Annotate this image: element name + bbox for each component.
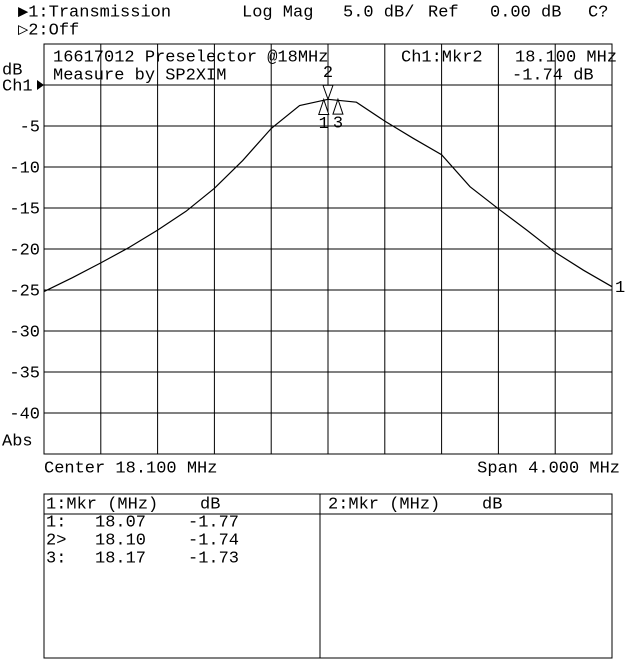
marker-label: 1 [319, 115, 329, 134]
scale-label: 5.0 dB/ [343, 3, 414, 22]
y-tick-label: -25 [9, 282, 40, 301]
center-frequency: Center 18.100 MHz [44, 459, 217, 478]
table-row-label: 1: [46, 513, 66, 532]
table-row-label: 2> [46, 531, 66, 550]
marker-table [43, 493, 613, 659]
chart-subtitle: Measure by SP2XIM [53, 66, 226, 85]
channel2-label: ▷2:Off [18, 21, 79, 40]
y-unit: dB [2, 61, 22, 80]
y-tick-label: -15 [9, 200, 40, 219]
span: Span 4.000 MHz [477, 459, 620, 478]
marker-label: 3 [333, 115, 343, 134]
table-value: -1.74 [188, 531, 239, 550]
ref-label: Ref [428, 3, 459, 22]
active-marker-frequency: 18.100 MHz [515, 48, 617, 67]
table-row-label: 3: [46, 549, 66, 568]
table-header: 1:Mkr (MHz) [46, 495, 158, 514]
y-tick-label: -30 [9, 323, 40, 342]
table-value: -1.73 [188, 549, 239, 568]
ref-value: 0.00 dB [490, 3, 561, 22]
table-header: dB [482, 495, 502, 514]
reference-arrow [37, 80, 44, 90]
channel1-label: ▶1:Transmission [18, 3, 171, 22]
active-marker-value: -1.74 dB [512, 66, 594, 85]
format-label: Log Mag [242, 3, 313, 22]
marker-active [322, 84, 334, 101]
y-tick-label: -10 [9, 159, 40, 178]
marker [332, 97, 344, 115]
table-frequency: 18.17 [95, 549, 146, 568]
y-tick-label: -40 [9, 405, 40, 424]
status-label: C? [588, 3, 608, 22]
y-mode: Abs [2, 432, 33, 451]
table-header: dB [200, 495, 220, 514]
trace-label: 1 [615, 279, 625, 298]
y-tick-label: -5 [20, 118, 40, 137]
chart-title: 16617012 Preselector @18MHz [53, 48, 328, 67]
y-tick-label: -20 [9, 241, 40, 260]
marker-label: 2 [323, 64, 333, 83]
table-header: 2:Mkr (MHz) [328, 495, 440, 514]
channel-label: Ch1 [2, 77, 33, 96]
y-tick-label: -35 [9, 364, 40, 383]
table-frequency: 18.07 [95, 513, 146, 532]
table-frequency: 18.10 [95, 531, 146, 550]
marker [318, 97, 330, 116]
active-marker-label: Ch1:Mkr2 [401, 48, 483, 67]
table-value: -1.77 [188, 513, 239, 532]
